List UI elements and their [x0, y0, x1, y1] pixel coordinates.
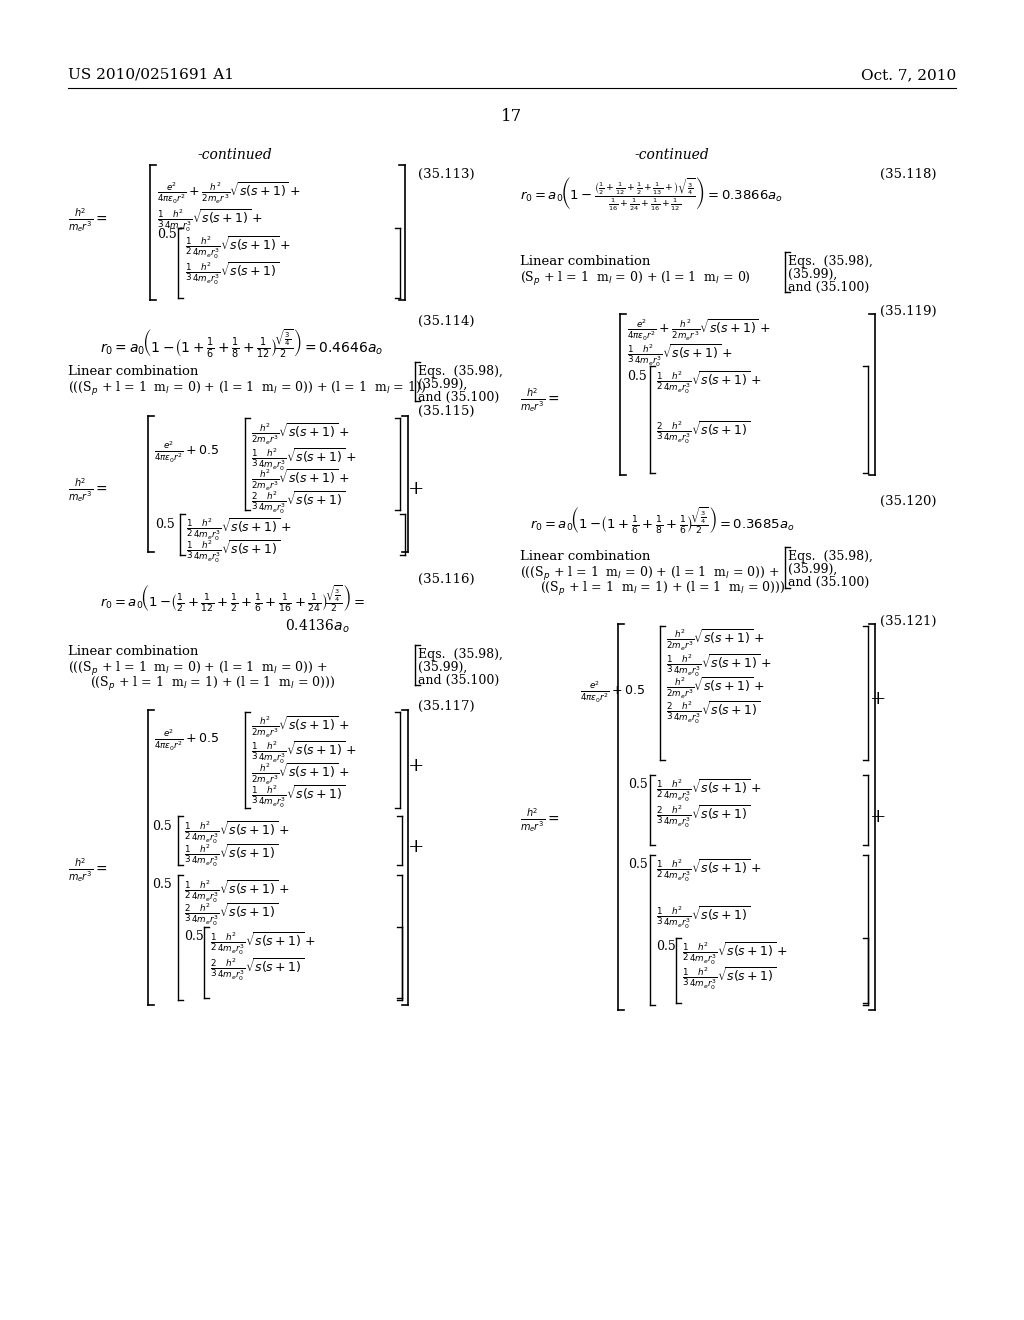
- Text: $\frac{e^2}{4\pi\varepsilon_0 r^2} + 0.5$: $\frac{e^2}{4\pi\varepsilon_0 r^2} + 0.5…: [154, 729, 220, 752]
- Text: (35.99),: (35.99),: [418, 661, 467, 675]
- Text: (35.99),: (35.99),: [788, 564, 838, 576]
- Text: ((S$_p$ + l = 1  m$_l$ = 1) + (l = 1  m$_l$ = 0))): ((S$_p$ + l = 1 m$_l$ = 1) + (l = 1 m$_l…: [90, 675, 336, 693]
- Text: $\frac{1}{2}\frac{h^2}{4m_e r_0^3}\sqrt{s(s+1)} +$: $\frac{1}{2}\frac{h^2}{4m_e r_0^3}\sqrt{…: [184, 820, 290, 846]
- Text: $\frac{e^2}{4\pi\varepsilon_0 r^2} + \frac{h^2}{2m_e r^3}\sqrt{s(s+1)} +$: $\frac{e^2}{4\pi\varepsilon_0 r^2} + \fr…: [157, 181, 301, 206]
- Text: $\frac{1}{3}\frac{h^2}{4m_e r_0^3}\sqrt{s(s+1)} +$: $\frac{1}{3}\frac{h^2}{4m_e r_0^3}\sqrt{…: [251, 447, 356, 474]
- Text: (35.99),: (35.99),: [788, 268, 838, 281]
- Text: $\frac{1}{3}\frac{h^2}{4m_e r_0^3}\sqrt{s(s+1)} +$: $\frac{1}{3}\frac{h^2}{4m_e r_0^3}\sqrt{…: [627, 343, 733, 370]
- Text: $\frac{1}{3}\frac{h^2}{4m_e r_0^3}\sqrt{s(s+1)} +$: $\frac{1}{3}\frac{h^2}{4m_e r_0^3}\sqrt{…: [157, 209, 263, 235]
- Text: (((S$_p$ + l = 1  m$_l$ = 0) + (l = 1  m$_l$ = 0)) + (l = 1  m$_l$ = 1)): (((S$_p$ + l = 1 m$_l$ = 0) + (l = 1 m$_…: [68, 380, 426, 399]
- Text: Eqs.  (35.98),: Eqs. (35.98),: [788, 550, 872, 564]
- Text: $\frac{1}{2}\frac{h^2}{4m_e r_0^3}\sqrt{s(s+1)} +$: $\frac{1}{2}\frac{h^2}{4m_e r_0^3}\sqrt{…: [682, 941, 787, 968]
- Text: Eqs.  (35.98),: Eqs. (35.98),: [418, 648, 503, 661]
- Text: and (35.100): and (35.100): [788, 576, 869, 589]
- Text: (35.115): (35.115): [418, 405, 474, 418]
- Text: (S$_p$ + l = 1  m$_l$ = 0) + (l = 1  m$_l$ = 0): (S$_p$ + l = 1 m$_l$ = 0) + (l = 1 m$_l$…: [520, 271, 751, 288]
- Text: and (35.100): and (35.100): [418, 391, 500, 404]
- Text: -continued: -continued: [635, 148, 710, 162]
- Text: $r_0 = a_0\!\left(1 - \!\left(1 + \frac{1}{6} + \frac{1}{8} + \frac{1}{12}\right: $r_0 = a_0\!\left(1 - \!\left(1 + \frac{…: [100, 327, 383, 360]
- Text: $\frac{h^2}{2m_e r^3}\sqrt{s(s+1)} +$: $\frac{h^2}{2m_e r^3}\sqrt{s(s+1)} +$: [251, 715, 350, 741]
- Text: (((S$_p$ + l = 1  m$_l$ = 0) + (l = 1  m$_l$ = 0)) +: (((S$_p$ + l = 1 m$_l$ = 0) + (l = 1 m$_…: [68, 660, 328, 678]
- Text: $\frac{h^2}{m_e r^3} =$: $\frac{h^2}{m_e r^3} =$: [68, 857, 108, 884]
- Text: $\frac{1}{2}\frac{h^2}{4m_e r_0^3}\sqrt{s(s+1)} +$: $\frac{1}{2}\frac{h^2}{4m_e r_0^3}\sqrt{…: [656, 777, 762, 804]
- Text: $r_0 = a_0\!\left(1 - \!\left(1 + \frac{1}{6} + \frac{1}{8} + \frac{1}{6}\right): $r_0 = a_0\!\left(1 - \!\left(1 + \frac{…: [530, 506, 795, 536]
- Text: $\frac{2}{3}\frac{h^2}{4m_e r_0^3}\sqrt{s(s+1)}$: $\frac{2}{3}\frac{h^2}{4m_e r_0^3}\sqrt{…: [184, 902, 279, 928]
- Text: $r_0 = a_0\!\left(1 - \!\left(\frac{1}{2} + \frac{1}{12} + \frac{1}{2} + \frac{1: $r_0 = a_0\!\left(1 - \!\left(\frac{1}{2…: [100, 583, 366, 614]
- Text: $\frac{h^2}{m_e r^3} =$: $\frac{h^2}{m_e r^3} =$: [68, 206, 108, 234]
- Text: $\frac{e^2}{4\pi\varepsilon_0 r^2} + 0.5$: $\frac{e^2}{4\pi\varepsilon_0 r^2} + 0.5…: [154, 440, 220, 465]
- Text: $\frac{h^2}{2m_e r^3}\sqrt{s(s+1)} +$: $\frac{h^2}{2m_e r^3}\sqrt{s(s+1)} +$: [666, 676, 765, 701]
- Text: $\frac{2}{3}\frac{h^2}{4m_e r_0^3}\sqrt{s(s+1)}$: $\frac{2}{3}\frac{h^2}{4m_e r_0^3}\sqrt{…: [251, 490, 345, 516]
- Text: $\frac{1}{3}\frac{h^2}{4m_e r_0^3}\sqrt{s(s+1)} +$: $\frac{1}{3}\frac{h^2}{4m_e r_0^3}\sqrt{…: [251, 741, 356, 767]
- Text: $\frac{2}{3}\frac{h^2}{4m_e r_0^3}\sqrt{s(s+1)}$: $\frac{2}{3}\frac{h^2}{4m_e r_0^3}\sqrt{…: [210, 957, 304, 983]
- Text: (35.120): (35.120): [880, 495, 937, 508]
- Text: $\frac{1}{2}\frac{h^2}{4m_e r_0^3}\sqrt{s(s+1)} +$: $\frac{1}{2}\frac{h^2}{4m_e r_0^3}\sqrt{…: [656, 370, 762, 396]
- Text: (35.117): (35.117): [418, 700, 475, 713]
- Text: Linear combination: Linear combination: [520, 255, 650, 268]
- Text: $r_0 = a_0\!\left(1 - \frac{\left(\frac{1}{2} + \frac{1}{12} + \frac{1}{2} + \fr: $r_0 = a_0\!\left(1 - \frac{\left(\frac{…: [520, 176, 782, 213]
- Text: 0.5: 0.5: [184, 931, 204, 942]
- Text: and (35.100): and (35.100): [418, 675, 500, 686]
- Text: $\frac{h^2}{2m_e r^3}\sqrt{s(s+1)} +$: $\frac{h^2}{2m_e r^3}\sqrt{s(s+1)} +$: [251, 469, 350, 494]
- Text: Eqs.  (35.98),: Eqs. (35.98),: [418, 366, 503, 378]
- Text: 17: 17: [502, 108, 522, 125]
- Text: and (35.100): and (35.100): [788, 281, 869, 294]
- Text: 0.5: 0.5: [656, 940, 676, 953]
- Text: $\frac{h^2}{m_e r^3} =$: $\frac{h^2}{m_e r^3} =$: [68, 477, 108, 504]
- Text: $\frac{1}{3}\frac{h^2}{4m_e r_0^3}\sqrt{s(s+1)}$: $\frac{1}{3}\frac{h^2}{4m_e r_0^3}\sqrt{…: [185, 261, 280, 288]
- Text: $\frac{1}{2}\frac{h^2}{4m_e r_0^3}\sqrt{s(s+1)} +$: $\frac{1}{2}\frac{h^2}{4m_e r_0^3}\sqrt{…: [185, 235, 291, 261]
- Text: $\frac{h^2}{m_e r^3} =$: $\frac{h^2}{m_e r^3} =$: [520, 385, 560, 414]
- Text: Linear combination: Linear combination: [520, 550, 650, 564]
- Text: -continued: -continued: [198, 148, 272, 162]
- Text: 0.5: 0.5: [152, 878, 172, 891]
- Text: $\frac{1}{3}\frac{h^2}{4m_e r_0^3}\sqrt{s(s+1)}$: $\frac{1}{3}\frac{h^2}{4m_e r_0^3}\sqrt{…: [251, 784, 345, 810]
- Text: 0.5: 0.5: [628, 777, 648, 791]
- Text: Oct. 7, 2010: Oct. 7, 2010: [861, 69, 956, 82]
- Text: +: +: [408, 756, 425, 775]
- Text: $\frac{1}{2}\frac{h^2}{4m_e r_0^3}\sqrt{s(s+1)} +$: $\frac{1}{2}\frac{h^2}{4m_e r_0^3}\sqrt{…: [210, 931, 315, 957]
- Text: (35.99),: (35.99),: [418, 378, 467, 391]
- Text: 0.5: 0.5: [628, 858, 648, 871]
- Text: 0.5: 0.5: [152, 820, 172, 833]
- Text: +: +: [870, 690, 887, 708]
- Text: $\frac{h^2}{2m_e r^3}\sqrt{s(s+1)} +$: $\frac{h^2}{2m_e r^3}\sqrt{s(s+1)} +$: [251, 762, 350, 788]
- Text: Linear combination: Linear combination: [68, 645, 199, 657]
- Text: $\frac{2}{3}\frac{h^2}{4m_e r_0^3}\sqrt{s(s+1)}$: $\frac{2}{3}\frac{h^2}{4m_e r_0^3}\sqrt{…: [656, 420, 751, 446]
- Text: $\frac{1}{3}\frac{h^2}{4m_e r_0^3}\sqrt{s(s+1)}$: $\frac{1}{3}\frac{h^2}{4m_e r_0^3}\sqrt{…: [184, 843, 279, 870]
- Text: $\frac{1}{2}\frac{h^2}{4m_e r_0^3}\sqrt{s(s+1)} +$: $\frac{1}{2}\frac{h^2}{4m_e r_0^3}\sqrt{…: [656, 858, 762, 884]
- Text: $\frac{h^2}{2m_e r^3}\sqrt{s(s+1)} +$: $\frac{h^2}{2m_e r^3}\sqrt{s(s+1)} +$: [666, 628, 765, 653]
- Text: Linear combination: Linear combination: [68, 366, 199, 378]
- Text: 0.5: 0.5: [627, 370, 647, 383]
- Text: +: +: [408, 838, 425, 855]
- Text: $\frac{h^2}{2m_e r^3}\sqrt{s(s+1)} +$: $\frac{h^2}{2m_e r^3}\sqrt{s(s+1)} +$: [251, 422, 350, 447]
- Text: $\frac{1}{2}\frac{h^2}{4m_e r_0^3}\sqrt{s(s+1)} +$: $\frac{1}{2}\frac{h^2}{4m_e r_0^3}\sqrt{…: [184, 879, 290, 906]
- Text: $\frac{1}{2}\frac{h^2}{4m_e r_0^3}\sqrt{s(s+1)} +$: $\frac{1}{2}\frac{h^2}{4m_e r_0^3}\sqrt{…: [186, 517, 292, 544]
- Text: (((S$_p$ + l = 1  m$_l$ = 0) + (l = 1  m$_l$ = 0)) +: (((S$_p$ + l = 1 m$_l$ = 0) + (l = 1 m$_…: [520, 565, 779, 583]
- Text: $\frac{e^2}{4\pi\varepsilon_0 r^2} + \frac{h^2}{2m_e r^3}\sqrt{s(s+1)} +$: $\frac{e^2}{4\pi\varepsilon_0 r^2} + \fr…: [627, 318, 771, 343]
- Text: 0.4136$a_o$: 0.4136$a_o$: [285, 618, 349, 635]
- Text: $\frac{e^2}{4\pi\varepsilon_0 r^2} + 0.5$: $\frac{e^2}{4\pi\varepsilon_0 r^2} + 0.5…: [580, 680, 646, 705]
- Text: $\frac{1}{3}\frac{h^2}{4m_e r_0^3}\sqrt{s(s+1)}$: $\frac{1}{3}\frac{h^2}{4m_e r_0^3}\sqrt{…: [186, 539, 281, 565]
- Text: 0.5: 0.5: [157, 228, 177, 242]
- Text: $\frac{1}{3}\frac{h^2}{4m_e r_0^3}\sqrt{s(s+1)} +$: $\frac{1}{3}\frac{h^2}{4m_e r_0^3}\sqrt{…: [666, 653, 772, 680]
- Text: ((S$_p$ + l = 1  m$_l$ = 1) + (l = 1  m$_l$ = 0))): ((S$_p$ + l = 1 m$_l$ = 1) + (l = 1 m$_l…: [540, 579, 785, 598]
- Text: (35.118): (35.118): [880, 168, 937, 181]
- Text: 0.5: 0.5: [155, 517, 175, 531]
- Text: $\frac{1}{3}\frac{h^2}{4m_e r_0^3}\sqrt{s(s+1)}$: $\frac{1}{3}\frac{h^2}{4m_e r_0^3}\sqrt{…: [682, 966, 776, 993]
- Text: $\frac{1}{3}\frac{h^2}{4m_e r_0^3}\sqrt{s(s+1)}$: $\frac{1}{3}\frac{h^2}{4m_e r_0^3}\sqrt{…: [656, 906, 751, 932]
- Text: +: +: [870, 808, 887, 826]
- Text: (35.119): (35.119): [880, 305, 937, 318]
- Text: US 2010/0251691 A1: US 2010/0251691 A1: [68, 69, 234, 82]
- Text: +: +: [408, 480, 425, 498]
- Text: $\frac{h^2}{m_e r^3} =$: $\frac{h^2}{m_e r^3} =$: [520, 807, 560, 834]
- Text: Eqs.  (35.98),: Eqs. (35.98),: [788, 255, 872, 268]
- Text: (35.121): (35.121): [880, 615, 937, 628]
- Text: $\frac{2}{3}\frac{h^2}{4m_e r_0^3}\sqrt{s(s+1)}$: $\frac{2}{3}\frac{h^2}{4m_e r_0^3}\sqrt{…: [656, 804, 751, 830]
- Text: (35.114): (35.114): [418, 315, 474, 327]
- Text: (35.113): (35.113): [418, 168, 475, 181]
- Text: (35.116): (35.116): [418, 573, 475, 586]
- Text: $\frac{2}{3}\frac{h^2}{4m_e r_0^3}\sqrt{s(s+1)}$: $\frac{2}{3}\frac{h^2}{4m_e r_0^3}\sqrt{…: [666, 700, 760, 726]
